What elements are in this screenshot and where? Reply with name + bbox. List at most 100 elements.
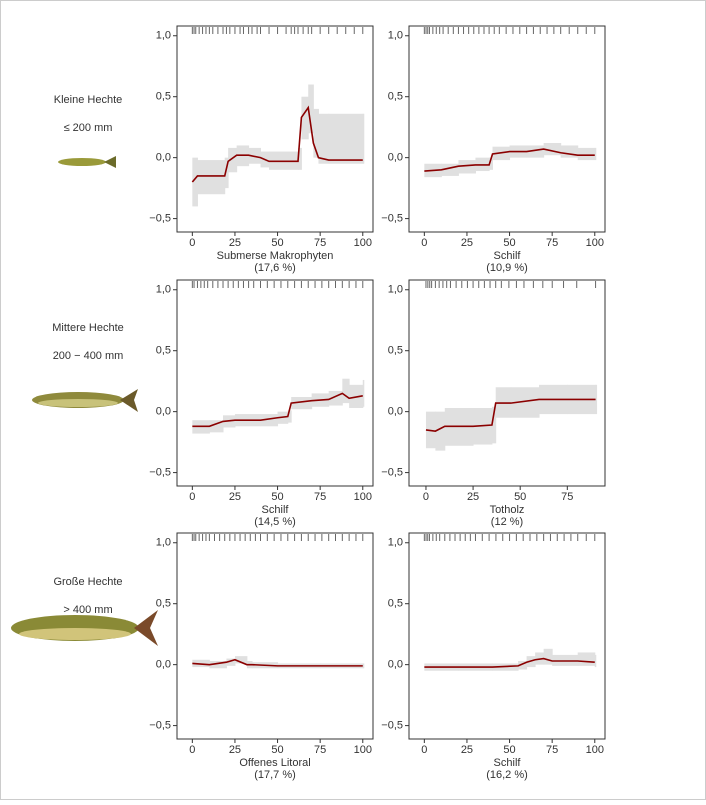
confidence-band (526, 145, 545, 158)
x-tick-label: 0 (423, 491, 429, 503)
x-tick-label: 100 (354, 744, 372, 756)
row-size: ≤ 200 mm (64, 122, 113, 134)
y-tick-label: −0,5 (381, 212, 403, 224)
x-tick-label: 25 (229, 237, 241, 249)
x-tick-label: 0 (189, 237, 195, 249)
confidence-band (342, 378, 350, 404)
x-tick-label: 75 (314, 744, 326, 756)
x-tick-label: 25 (229, 491, 241, 503)
confidence-band (328, 113, 364, 164)
x-tick-label: 75 (561, 491, 573, 503)
confidence-band (224, 157, 229, 189)
x-tick-label: 25 (467, 491, 479, 503)
y-tick-label: 1,0 (388, 284, 403, 296)
confidence-band (260, 414, 279, 427)
y-tick-label: −0,5 (149, 466, 171, 478)
x-tick-label: 50 (503, 744, 515, 756)
x-axis-label: Schilf (262, 504, 290, 516)
x-tick-label: 25 (229, 744, 241, 756)
x-tick-label: 0 (189, 744, 195, 756)
plot-box (408, 25, 606, 233)
confidence-band (192, 157, 198, 207)
plot-box (176, 279, 374, 487)
x-tick-label: 75 (314, 237, 326, 249)
confidence-band (594, 147, 597, 161)
y-tick-label: 0,5 (388, 91, 403, 103)
confidence-band (226, 658, 236, 666)
y-tick-label: 0,0 (388, 659, 403, 671)
y-tick-label: 0,0 (388, 152, 403, 164)
confidence-band (318, 113, 330, 164)
effect-line (191, 105, 363, 183)
x-tick-label: 0 (421, 237, 427, 249)
confidence-band (560, 145, 579, 158)
row-label: Kleine Hechte (54, 94, 123, 106)
fish-medium (32, 389, 138, 412)
confidence-band (287, 410, 292, 423)
x-tick-label: 0 (421, 744, 427, 756)
y-tick-label: 0,5 (156, 598, 171, 610)
x-tick-label: 50 (514, 491, 526, 503)
y-tick-label: −0,5 (149, 719, 171, 731)
y-tick-label: 1,0 (156, 30, 171, 42)
confidence-band (209, 660, 227, 669)
confidence-band (301, 96, 309, 140)
y-tick-label: 0,5 (388, 345, 403, 357)
effect-line (425, 398, 596, 432)
x-tick-label: 75 (314, 491, 326, 503)
y-tick-label: −0,5 (149, 212, 171, 224)
y-tick-label: 0,0 (156, 659, 171, 671)
x-axis-label: (17,6 %) (254, 262, 296, 274)
y-tick-label: 0,0 (388, 406, 403, 418)
confidence-band (313, 108, 319, 158)
x-axis-label: (14,5 %) (254, 516, 296, 528)
effect-line (192, 658, 363, 667)
y-tick-label: 0,0 (156, 152, 171, 164)
effect-line (192, 392, 363, 428)
confidence-band (577, 652, 596, 666)
x-tick-label: 0 (189, 491, 195, 503)
plot-box (176, 532, 374, 740)
x-tick-label: 50 (271, 491, 283, 503)
x-tick-label: 25 (461, 744, 473, 756)
y-tick-label: −0,5 (381, 719, 403, 731)
x-axis-label: Offenes Litoral (239, 757, 310, 769)
confidence-band (298, 147, 302, 170)
y-tick-label: 0,5 (156, 91, 171, 103)
x-axis-label: Schilf (494, 757, 522, 769)
x-tick-label: 100 (586, 237, 604, 249)
x-axis-label: (10,9 %) (486, 262, 528, 274)
effect-line (424, 657, 595, 668)
row-size: 200 − 400 mm (53, 350, 124, 362)
y-tick-label: −0,5 (381, 466, 403, 478)
confidence-band (458, 160, 476, 174)
x-tick-label: 100 (354, 237, 372, 249)
plot-box (176, 25, 374, 233)
y-tick-label: 1,0 (156, 284, 171, 296)
confidence-band (577, 147, 596, 161)
confidence-band (234, 656, 248, 664)
x-tick-label: 100 (354, 491, 372, 503)
effect-line (424, 148, 595, 172)
row-size: > 400 mm (63, 604, 112, 616)
confidence-band (491, 406, 497, 444)
x-tick-label: 50 (271, 744, 283, 756)
confidence-band (518, 660, 528, 670)
fish-large (11, 610, 158, 646)
y-tick-label: 1,0 (388, 30, 403, 42)
y-tick-label: 1,0 (388, 537, 403, 549)
confidence-band (362, 379, 365, 407)
confidence-band (197, 160, 226, 195)
x-axis-label: (16,2 %) (486, 769, 528, 781)
x-tick-label: 75 (546, 237, 558, 249)
x-tick-label: 75 (546, 744, 558, 756)
confidence-band (435, 411, 446, 451)
x-tick-label: 25 (461, 237, 473, 249)
confidence-band (228, 147, 238, 173)
x-axis-label: (12 %) (491, 516, 523, 528)
x-axis-label: (17,7 %) (254, 769, 296, 781)
confidence-band (362, 663, 365, 669)
x-axis-label: Schilf (494, 250, 522, 262)
